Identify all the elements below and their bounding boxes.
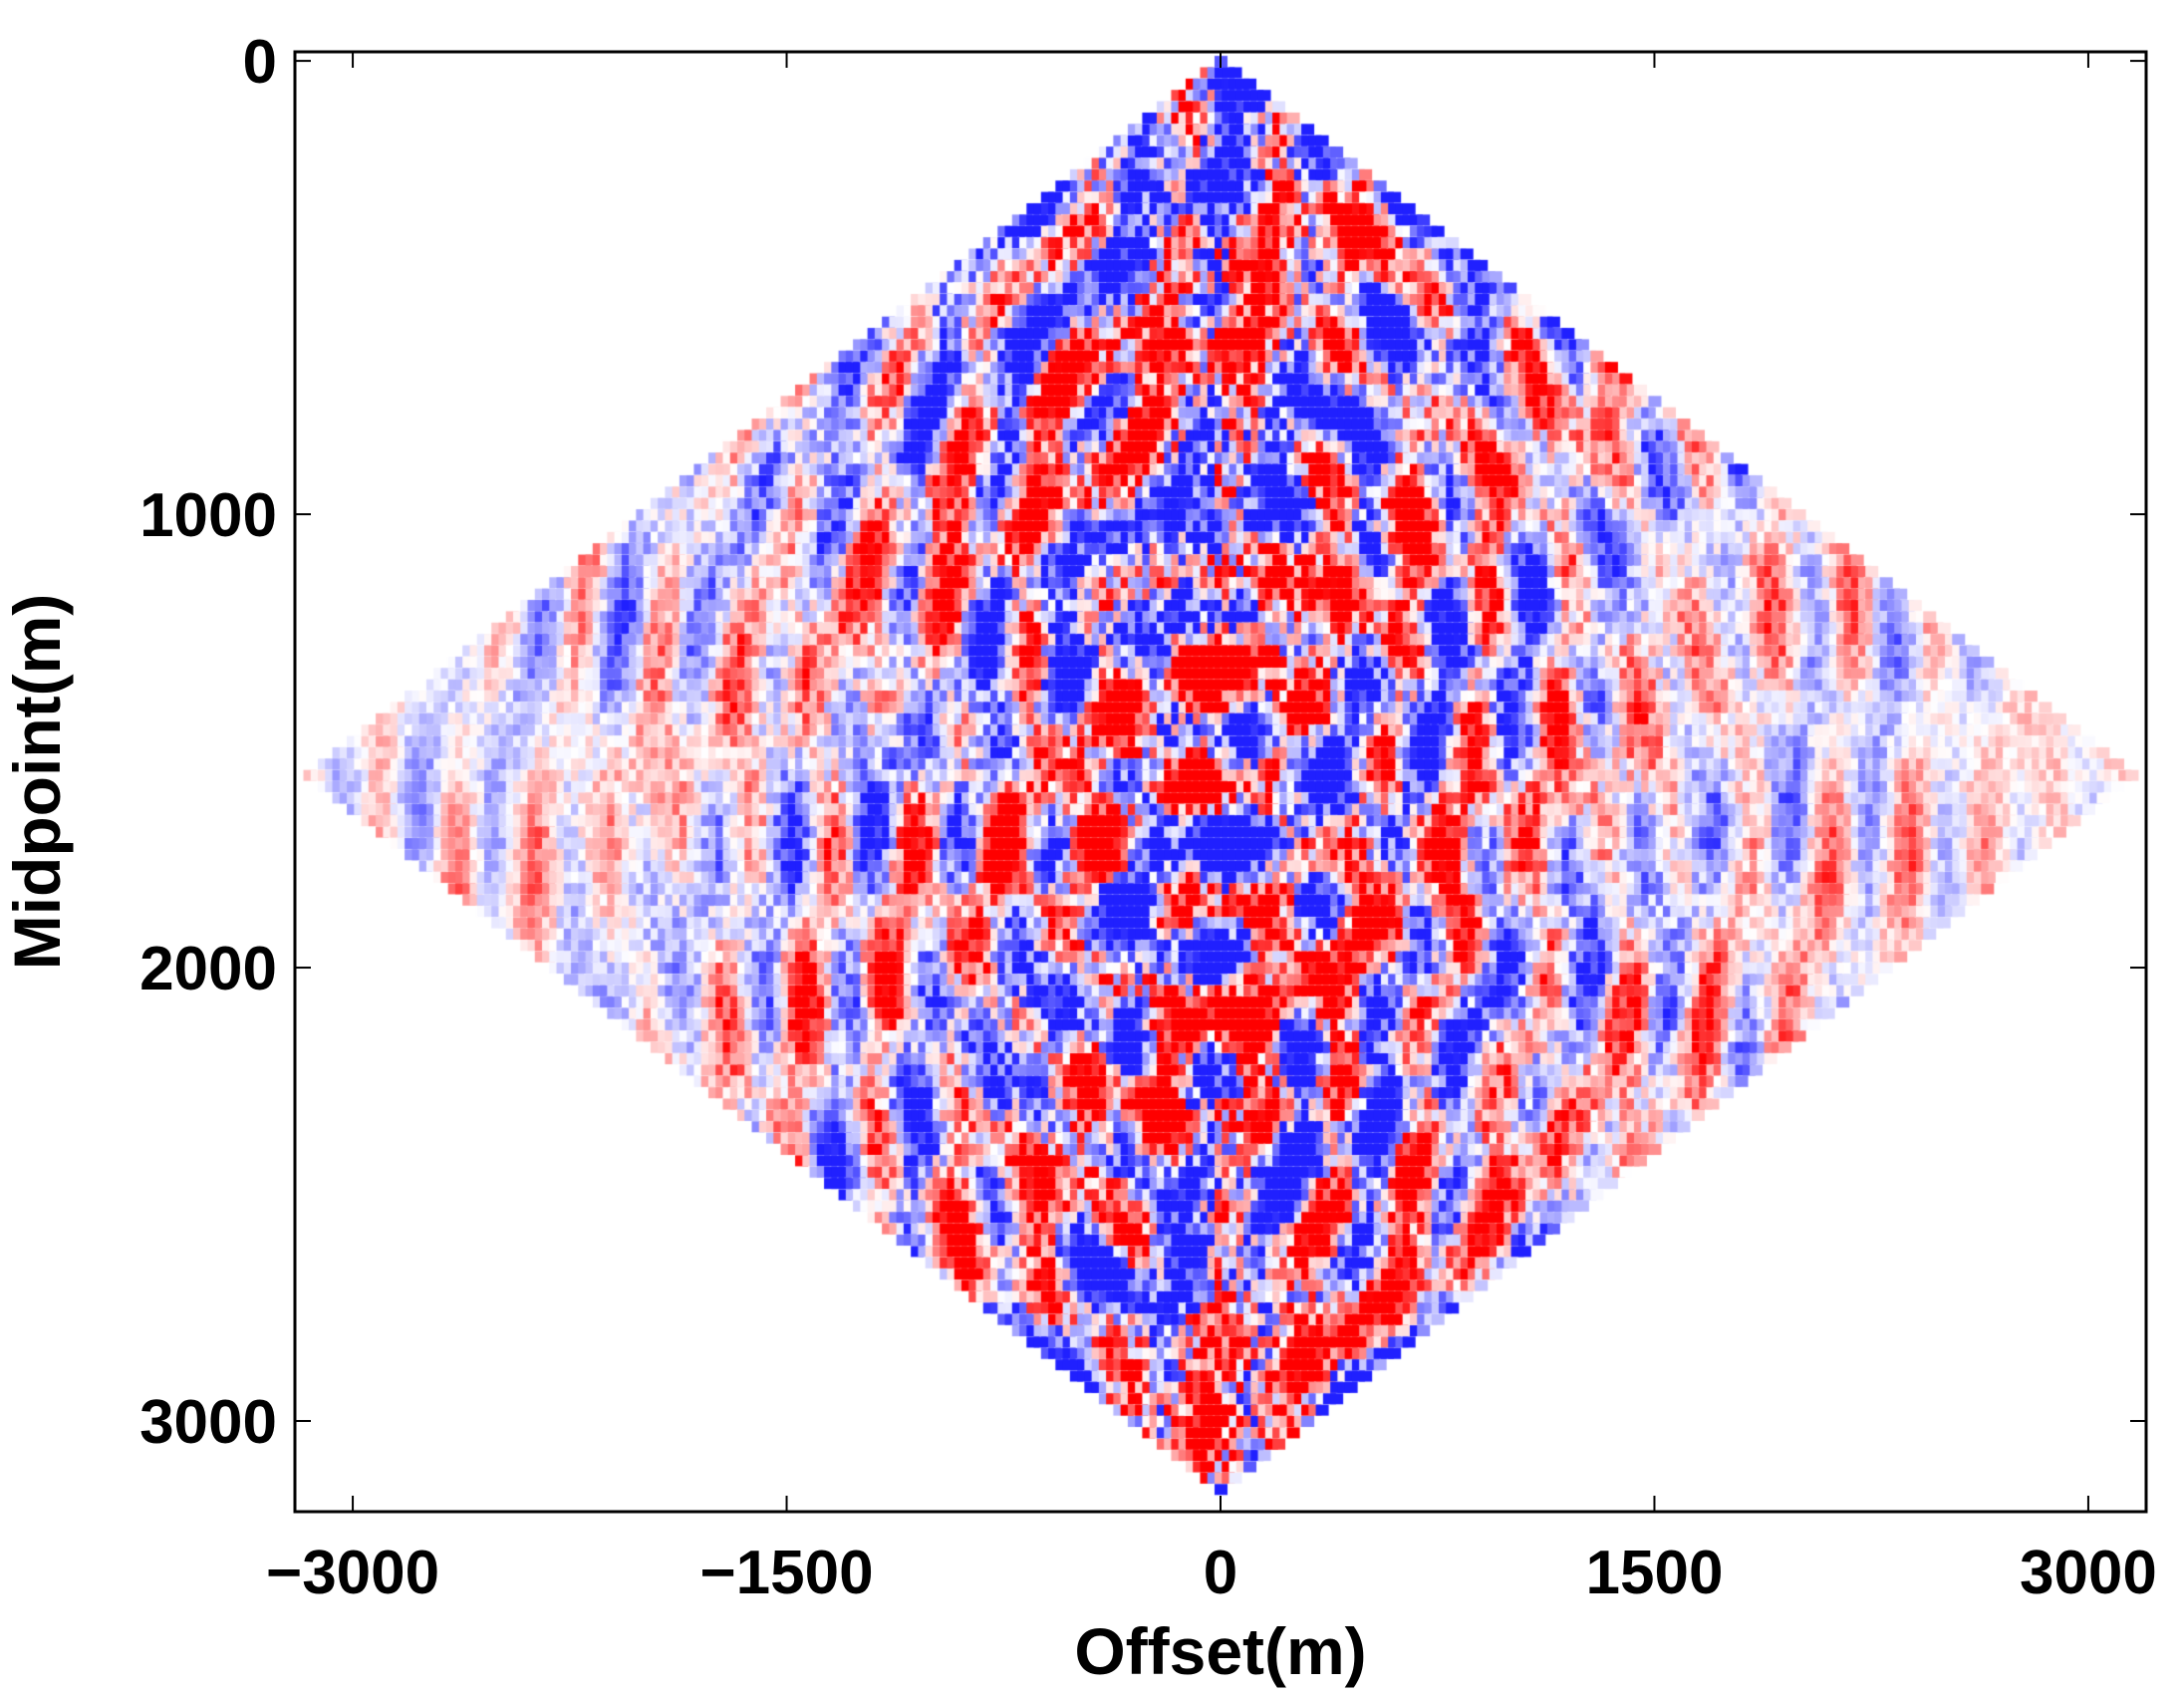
y-tick-label: 1000 [139, 481, 277, 550]
y-tick-label: 3000 [139, 1388, 277, 1457]
y-axis-label: Midpoint(m) [0, 594, 74, 971]
x-tick-label: −3000 [266, 1539, 439, 1607]
x-tick-label: 1500 [1586, 1539, 1724, 1607]
y-axis: 0 1000 2000 3000 [139, 28, 2146, 1457]
x-tick-label: 3000 [2020, 1539, 2157, 1607]
heatmap [295, 52, 2146, 1512]
x-axis-label: Offset(m) [1074, 1614, 1366, 1688]
y-tick-label: 2000 [139, 935, 277, 1003]
x-tick-label: 0 [1204, 1539, 1237, 1607]
x-tick-label: −1500 [699, 1539, 873, 1607]
x-axis: −3000 −1500 0 1500 3000 [266, 52, 2157, 1607]
heatmap-image [295, 52, 2146, 1512]
y-tick-label: 0 [243, 28, 277, 97]
